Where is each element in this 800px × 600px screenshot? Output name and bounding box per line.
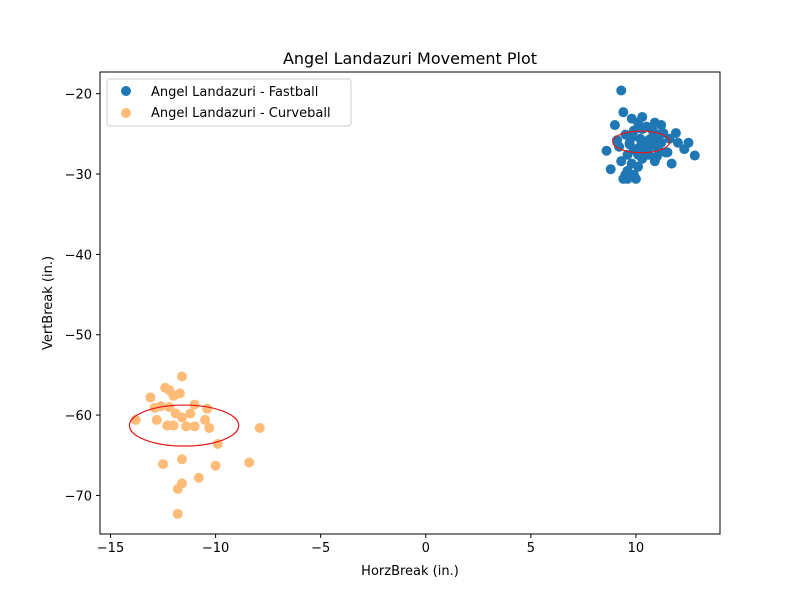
x-tick-label: 5 <box>527 541 535 556</box>
plot-area <box>130 85 700 519</box>
x-tick-label: −10 <box>202 541 229 556</box>
data-point <box>651 141 662 152</box>
data-point <box>185 408 196 419</box>
x-axis-ticks: −15 −10 −5 0 5 10 <box>97 534 644 556</box>
data-point <box>666 158 677 169</box>
data-point <box>181 421 192 432</box>
y-axis-label: VertBreak (in.) <box>41 256 56 350</box>
curveball-ellipse <box>128 404 240 447</box>
y-tick-label: −30 <box>65 168 92 183</box>
data-point <box>626 113 637 124</box>
y-axis-ticks: −70 −60 −50 −40 −30 −20 <box>65 88 100 504</box>
data-point <box>618 173 629 184</box>
data-point <box>176 454 187 465</box>
data-point <box>630 173 641 184</box>
y-tick-label: −20 <box>65 88 92 103</box>
x-tick-label: 10 <box>628 541 645 556</box>
x-tick-label: −15 <box>97 541 124 556</box>
data-point <box>672 137 683 148</box>
data-point <box>244 457 255 468</box>
data-point <box>645 133 656 144</box>
data-point <box>637 124 648 135</box>
data-point <box>193 472 204 483</box>
y-tick-label: −60 <box>65 409 92 424</box>
chart-title: Angel Landazuri Movement Plot <box>283 49 537 68</box>
legend: Angel Landazuri - Fastball Angel Landazu… <box>106 78 352 127</box>
x-tick-label: −5 <box>311 541 330 556</box>
data-point <box>204 422 215 433</box>
ellipses-layer <box>128 130 671 447</box>
legend-marker-curveball <box>121 108 131 118</box>
data-point <box>202 403 213 414</box>
data-point <box>609 120 620 131</box>
x-tick-label: 0 <box>422 541 430 556</box>
data-point <box>168 390 179 401</box>
data-point <box>210 460 221 471</box>
data-point <box>656 120 667 131</box>
y-tick-label: −70 <box>65 489 92 504</box>
data-point <box>664 133 675 144</box>
data-point <box>200 414 211 425</box>
data-point <box>172 484 183 495</box>
data-point <box>689 150 700 161</box>
data-point <box>145 392 156 403</box>
data-point <box>679 144 690 155</box>
data-point <box>164 402 175 413</box>
data-point <box>176 371 187 382</box>
curveball-series <box>130 371 265 519</box>
data-point <box>660 147 671 158</box>
legend-label-fastball: Angel Landazuri - Fastball <box>151 85 318 100</box>
data-point <box>254 422 265 433</box>
data-point <box>618 107 629 118</box>
data-point <box>633 161 644 172</box>
data-point <box>168 420 179 431</box>
data-point <box>172 508 183 519</box>
legend-box <box>106 78 352 127</box>
y-tick-label: −40 <box>65 248 92 263</box>
data-point <box>616 85 627 96</box>
data-point <box>616 156 627 167</box>
data-point <box>176 412 187 423</box>
y-tick-label: −50 <box>65 329 92 344</box>
data-point <box>189 399 200 410</box>
data-point <box>158 459 169 470</box>
data-point <box>151 414 162 425</box>
axes-frame <box>99 71 721 535</box>
data-point <box>633 149 644 160</box>
legend-marker-fastball <box>121 86 131 96</box>
data-point <box>189 421 200 432</box>
data-point <box>605 164 616 175</box>
fastball-ellipse <box>612 130 671 154</box>
data-point <box>601 145 612 156</box>
data-point <box>649 156 660 167</box>
legend-label-curveball: Angel Landazuri - Curveball <box>151 106 331 121</box>
x-axis-label: HorzBreak (in.) <box>361 564 459 579</box>
